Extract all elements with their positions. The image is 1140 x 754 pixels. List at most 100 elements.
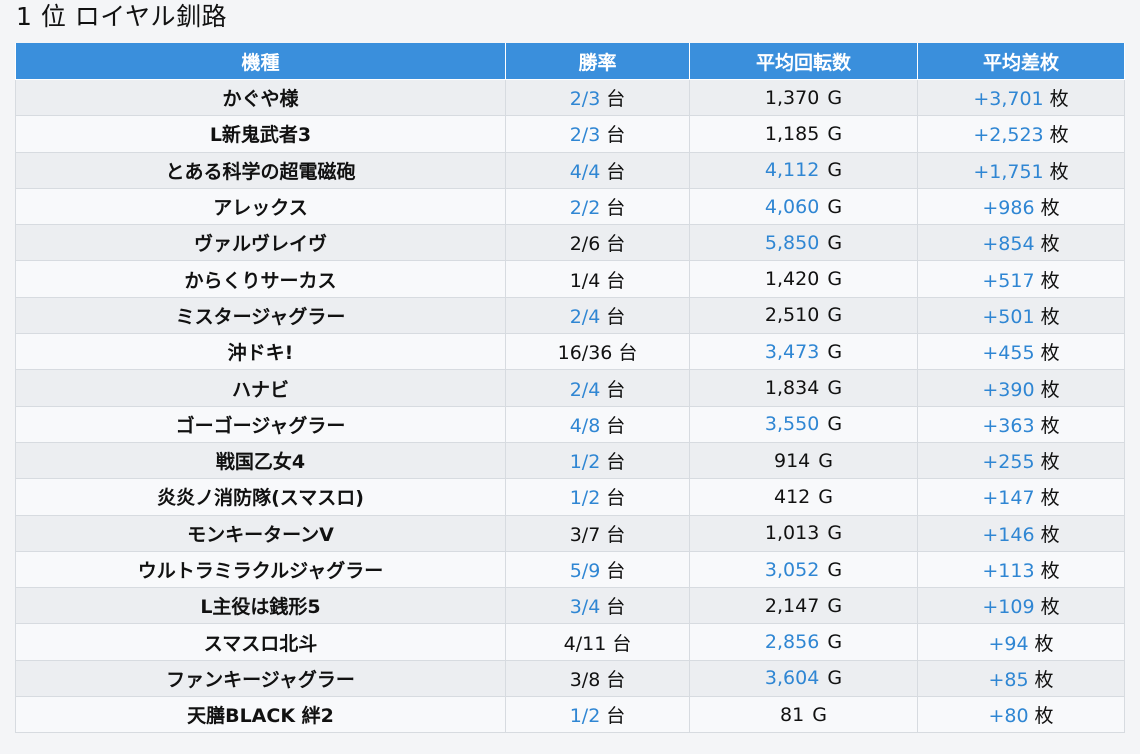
avg-spins-value[interactable]: 3,473 — [764, 340, 820, 363]
avg-diff-cell: +146 枚 — [917, 514, 1125, 552]
win-rate-value[interactable]: 2/4 — [569, 378, 601, 401]
avg-diff-value[interactable]: +455 — [982, 342, 1035, 365]
avg-diff-unit: 枚 — [1040, 560, 1060, 582]
win-rate-value[interactable]: 2/3 — [569, 88, 601, 111]
avg-diff-unit: 枚 — [1040, 451, 1060, 474]
avg-diff-value[interactable]: +390 — [982, 378, 1035, 401]
win-rate-unit: 台 — [612, 632, 632, 655]
avg-diff-value[interactable]: +255 — [982, 451, 1035, 474]
avg-spins-value: 1,013 — [764, 522, 820, 545]
win-rate-value[interactable]: 5/9 — [569, 560, 601, 582]
table-row: 戦国乙女4 1/2 台 914 G +255 枚 — [15, 441, 1125, 480]
win-rate-value[interactable]: 4/8 — [569, 414, 601, 437]
win-rate-unit: 台 — [618, 342, 638, 365]
table-body: かぐや様 2/3 台 1,370 G +3,701 枚 L新鬼武者3 2/3 台 1,185 G +2,… — [15, 78, 1125, 734]
avg-diff-unit: 枚 — [1040, 487, 1060, 510]
page-title: 1 位 ロイヤル釧路 — [16, 2, 228, 31]
avg-diff-unit: 枚 — [1040, 523, 1060, 546]
table-row: 天膳BLACK 絆2 1/2 台 81 G +80 枚 — [15, 696, 1125, 734]
avg-diff-value[interactable]: +109 — [982, 596, 1035, 619]
win-rate-value[interactable]: 2/2 — [569, 197, 601, 220]
avg-diff-value[interactable]: +986 — [982, 197, 1035, 220]
win-rate-value[interactable]: 1/2 — [569, 487, 601, 510]
header-machine: 機種 — [15, 43, 506, 80]
avg-spins-value[interactable]: 2,856 — [764, 631, 820, 654]
win-rate-value[interactable]: 4/4 — [569, 160, 601, 183]
avg-spins-value: 81 — [780, 703, 805, 726]
avg-spins-cell: 5,850 G — [689, 224, 918, 262]
avg-spins-value: 412 — [774, 485, 811, 508]
win-rate-cell: 4/11 台 — [505, 623, 690, 661]
machine-name-cell: L新鬼武者3 — [15, 115, 506, 153]
avg-spins-value[interactable]: 3,550 — [764, 413, 820, 436]
avg-spins-cell: 2,510 G — [689, 296, 918, 335]
avg-diff-value[interactable]: +2,523 — [973, 124, 1044, 147]
avg-diff-unit: 枚 — [1040, 233, 1060, 256]
win-rate-value[interactable]: 1/2 — [569, 451, 601, 474]
avg-spins-value[interactable]: 3,052 — [764, 558, 820, 581]
avg-diff-value[interactable]: +147 — [982, 487, 1035, 510]
win-rate-cell: 5/9 台 — [505, 550, 690, 589]
avg-spins-unit: G — [827, 631, 843, 654]
avg-spins-unit: G — [827, 377, 843, 400]
avg-diff-cell: +85 枚 — [917, 659, 1125, 698]
avg-diff-cell: +854 枚 — [917, 224, 1125, 262]
win-rate-unit: 台 — [606, 124, 626, 147]
win-rate-unit: 台 — [606, 668, 626, 691]
avg-diff-value[interactable]: +146 — [982, 523, 1035, 546]
avg-spins-value: 1,370 — [764, 86, 820, 109]
avg-diff-value[interactable]: +854 — [982, 233, 1035, 256]
avg-diff-unit: 枚 — [1034, 668, 1054, 691]
avg-diff-value[interactable]: +80 — [988, 705, 1029, 728]
avg-diff-unit: 枚 — [1040, 197, 1060, 220]
win-rate-value[interactable]: 3/4 — [569, 596, 601, 619]
win-rate-value[interactable]: 2/3 — [569, 124, 601, 147]
avg-spins-unit: G — [827, 231, 843, 254]
avg-spins-cell: 412 G — [689, 478, 918, 516]
machine-name-cell: ヴァルヴレイヴ — [15, 224, 506, 262]
avg-spins-value[interactable]: 5,850 — [764, 231, 820, 254]
table-row: モンキーターンV 3/7 台 1,013 G +146 枚 — [15, 514, 1125, 552]
win-rate-cell: 3/7 台 — [505, 514, 690, 552]
avg-diff-value[interactable]: +517 — [982, 269, 1035, 292]
machine-name-cell: スマスロ北斗 — [15, 623, 506, 661]
machine-name-cell: 戦国乙女4 — [15, 441, 506, 480]
avg-spins-unit: G — [827, 522, 843, 545]
win-rate-value: 3/8 — [569, 668, 601, 691]
table-row: ファンキージャグラー 3/8 台 3,604 G +85 枚 — [15, 659, 1125, 698]
win-rate-cell: 4/8 台 — [505, 405, 690, 443]
win-rate-cell: 3/8 台 — [505, 659, 690, 698]
avg-spins-unit: G — [827, 594, 843, 617]
win-rate-value[interactable]: 1/2 — [569, 705, 601, 728]
avg-diff-value[interactable]: +501 — [982, 305, 1035, 328]
avg-diff-cell: +94 枚 — [917, 623, 1125, 661]
win-rate-value[interactable]: 2/4 — [569, 305, 601, 328]
machine-name-cell: からくりサーカス — [15, 260, 506, 298]
avg-diff-cell: +147 枚 — [917, 478, 1125, 516]
avg-diff-cell: +363 枚 — [917, 405, 1125, 443]
win-rate-cell: 2/4 台 — [505, 296, 690, 335]
table-row: ウルトラミラクルジャグラー 5/9 台 3,052 G +113 枚 — [15, 550, 1125, 589]
avg-diff-value[interactable]: +363 — [982, 414, 1035, 437]
avg-diff-cell: +455 枚 — [917, 333, 1125, 371]
avg-spins-value: 2,147 — [764, 594, 820, 617]
avg-diff-cell: +109 枚 — [917, 587, 1125, 625]
avg-diff-value[interactable]: +1,751 — [973, 160, 1044, 183]
avg-spins-value: 1,185 — [764, 122, 820, 145]
win-rate-cell: 3/4 台 — [505, 587, 690, 625]
avg-spins-cell: 4,060 G — [689, 187, 918, 226]
table-header-row: 機種 勝率 平均回転数 平均差枚 — [15, 43, 1125, 80]
win-rate-unit: 台 — [606, 487, 626, 510]
avg-spins-value[interactable]: 4,060 — [764, 195, 820, 218]
avg-spins-value[interactable]: 3,604 — [764, 667, 820, 690]
avg-spins-cell: 914 G — [689, 441, 918, 480]
machine-name-cell: かぐや様 — [15, 78, 506, 117]
avg-diff-unit: 枚 — [1049, 124, 1069, 147]
avg-diff-value[interactable]: +113 — [982, 560, 1035, 582]
avg-diff-value[interactable]: +85 — [988, 668, 1029, 691]
avg-spins-cell: 1,370 G — [689, 78, 918, 117]
avg-diff-value[interactable]: +3,701 — [973, 88, 1044, 111]
avg-spins-value[interactable]: 4,112 — [764, 159, 820, 182]
machine-name-cell: 天膳BLACK 絆2 — [15, 696, 506, 734]
avg-diff-value[interactable]: +94 — [988, 632, 1029, 655]
